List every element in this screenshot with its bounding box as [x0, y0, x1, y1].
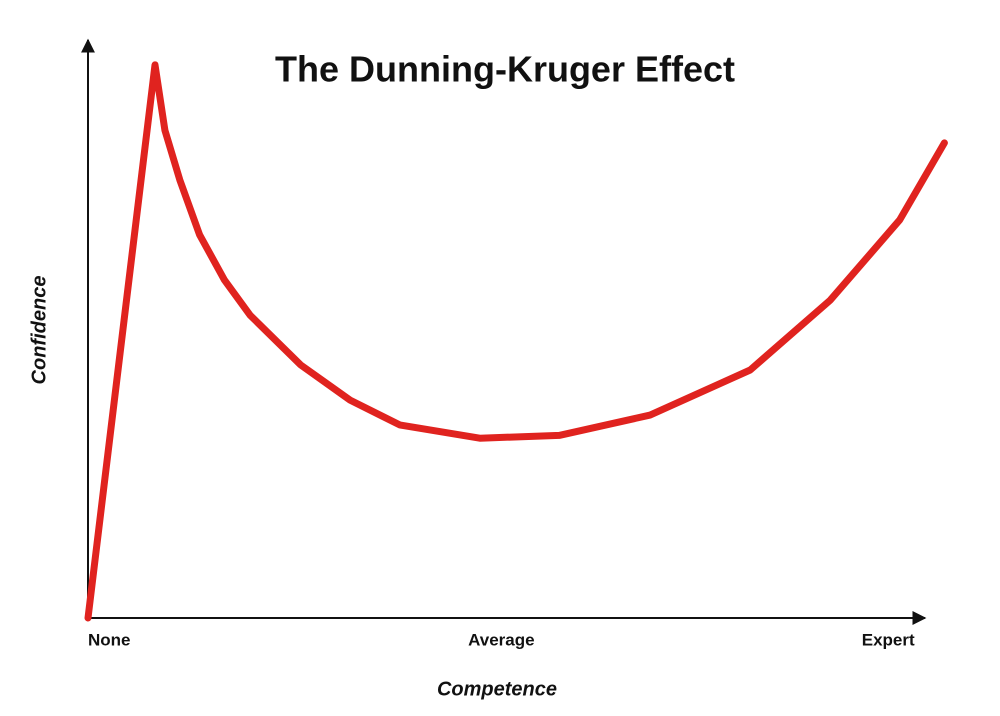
curve: [84, 61, 948, 622]
x-tick-label: None: [88, 630, 131, 649]
chart-title: The Dunning-Kruger Effect: [275, 49, 735, 90]
y-axis-label: Confidence: [28, 276, 50, 385]
x-axis-label: Competence: [437, 678, 557, 700]
x-tick-label: Expert: [862, 630, 915, 649]
x-tick-label: Average: [468, 630, 534, 649]
